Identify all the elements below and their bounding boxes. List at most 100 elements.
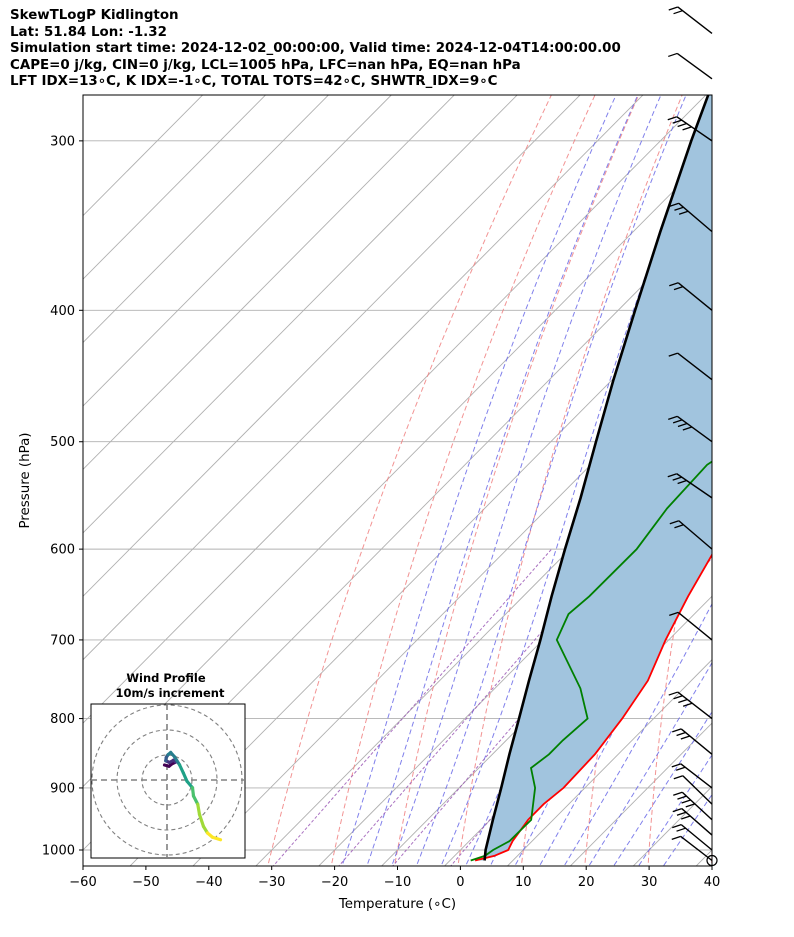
wind-barb-flag: [672, 476, 682, 481]
wind-barb-flag: [685, 803, 695, 808]
x-tick-label: 20: [578, 875, 595, 890]
wind-barb: [673, 791, 713, 821]
stability-indices-text: LFT IDX=13∘C, K IDX=-1∘C, TOTAL TOTS=42∘…: [10, 74, 498, 89]
wind-barb-staff: [681, 791, 713, 821]
wind-barb-flag: [678, 698, 688, 704]
wind-barb: [671, 835, 713, 862]
mixing-ratio-line: [272, 548, 552, 866]
wind-barb-staff: [676, 52, 713, 80]
wind-barb-flag: [667, 116, 677, 121]
wind-barb: [671, 763, 713, 789]
isotherm-line: [255, 405, 712, 866]
wind-barb-staff: [677, 282, 713, 311]
wind-barb: [668, 691, 713, 720]
isotherm-line: [83, 95, 204, 217]
moist-adiabat-line: [637, 754, 712, 866]
wind-barb: [668, 52, 713, 80]
cape-cin-fill: [475, 95, 712, 861]
wind-barb: [672, 824, 713, 851]
wind-barb-flag: [671, 835, 681, 841]
wind-barb-staff: [680, 728, 713, 755]
wind-barb: [673, 775, 713, 805]
hodograph-segment: [197, 812, 206, 829]
wind-barb: [668, 352, 713, 381]
x-tick-label: 10: [515, 875, 532, 890]
isotherm-line: [83, 215, 712, 851]
y-tick-label: 800: [50, 712, 75, 727]
wind-barb-flag: [681, 799, 691, 804]
wind-barb-flag: [682, 702, 693, 707]
moist-adiabat-line: [440, 98, 712, 866]
wind-barb-flag: [668, 691, 678, 696]
y-tick-label: 400: [50, 304, 75, 319]
wind-barb-flag: [677, 122, 687, 128]
wind-barb-staff: [676, 415, 713, 443]
wind-barb: [669, 282, 713, 311]
x-tick-label: 40: [704, 875, 721, 890]
wind-barb-flag: [673, 286, 684, 291]
dry-adiabat-line: [775, 0, 794, 879]
wind-barb-flag: [681, 815, 691, 820]
wind-barb-flag: [673, 10, 683, 15]
wind-barb: [672, 728, 713, 755]
wind-barb-flag: [669, 611, 679, 617]
x-tick-label: −10: [384, 875, 411, 890]
x-tick-label: −30: [258, 875, 285, 890]
wind-barb-flag: [672, 119, 682, 124]
moist-adiabat-line: [613, 710, 712, 866]
wind-barb-flag: [672, 419, 683, 424]
wind-barb-staff: [677, 611, 713, 641]
hodograph-subtitle: 10m/s increment: [116, 686, 225, 700]
hodograph-plot: [91, 704, 245, 858]
wind-barb-staff: [682, 775, 713, 805]
isotherm-line: [83, 95, 392, 407]
wind-barb: [667, 473, 713, 499]
dry-adiabat-line: [330, 95, 596, 866]
wind-barb-staff: [678, 202, 713, 233]
wind-barb-flag: [674, 524, 684, 529]
wind-barb-flag: [669, 282, 679, 287]
dry-adiabat-line: [457, 95, 683, 866]
wind-barb-staff: [677, 691, 713, 720]
isotherm-line: [83, 95, 644, 661]
moist-adiabat-line: [588, 661, 712, 866]
chart-title: SkewTLogP Kidlington: [10, 8, 179, 23]
wind-barb-flag: [676, 811, 687, 816]
wind-barb-flag: [672, 807, 682, 813]
wind-barb-flag: [667, 473, 677, 478]
wind-barb-staff: [676, 116, 713, 142]
wind-barb-flag: [668, 352, 678, 357]
isotherm-line: [83, 95, 267, 280]
x-axis-label: Temperature (∘C): [338, 897, 456, 912]
wind-barb: [672, 807, 713, 836]
wind-barb-flag: [677, 795, 687, 800]
wind-barb-flag: [678, 210, 689, 215]
wind-barb-flag: [682, 426, 693, 431]
wind-barb-flag: [673, 775, 684, 780]
wind-barb-flag: [674, 206, 684, 211]
hodograph-segment: [210, 835, 223, 842]
y-tick-label: 900: [50, 781, 75, 796]
y-tick-label: 1000: [42, 844, 75, 859]
location-text: Lat: 51.84 Lon: -1.32: [10, 24, 167, 40]
isotherm-line: [83, 95, 330, 344]
x-tick-label: −40: [195, 875, 222, 890]
wind-barb-flag: [668, 52, 678, 58]
wind-barb-staff: [680, 763, 713, 789]
isotherm-line: [83, 95, 518, 534]
chart-title-block: SkewTLogP Kidlington Lat: 51.84 Lon: -1.…: [10, 8, 621, 91]
wind-barb-flag: [682, 126, 692, 131]
y-tick-label: 300: [50, 134, 75, 149]
isotherm-line: [83, 95, 707, 724]
wind-barb-flag: [675, 766, 686, 771]
temperature-line: [474, 553, 712, 862]
wind-barb: [667, 116, 713, 142]
isotherm-line: [83, 95, 455, 471]
wind-barb: [669, 202, 713, 233]
wind-barb-flag: [676, 731, 686, 737]
simulation-time-text: Simulation start time: 2024-12-02_00:00:…: [10, 41, 621, 56]
wind-barb-staff: [677, 352, 713, 381]
x-tick-label: −50: [132, 875, 159, 890]
isotherm-line: [129, 278, 712, 866]
dry-adiabat-line: [394, 95, 640, 866]
